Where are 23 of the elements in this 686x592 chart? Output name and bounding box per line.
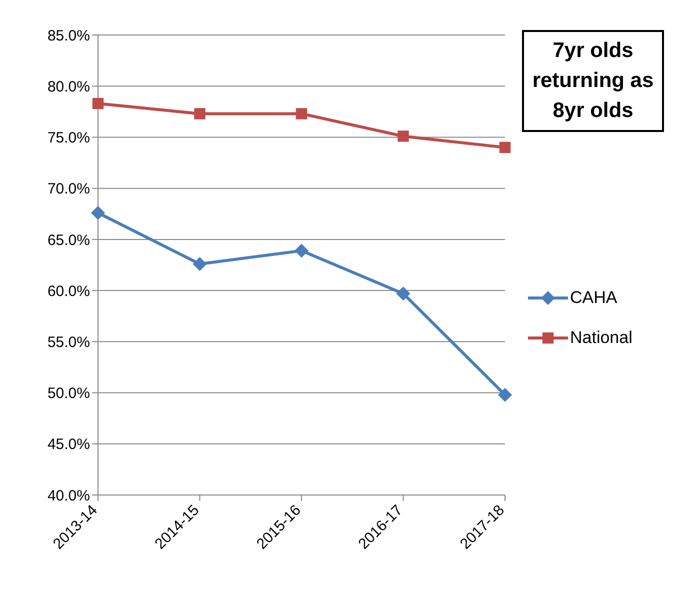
y-tick-label: 75.0% <box>47 130 90 147</box>
point <box>398 130 409 142</box>
y-tick-label: 40.0% <box>47 487 90 504</box>
point <box>194 108 206 120</box>
y-tick-label: 85.0% <box>47 27 90 44</box>
point <box>294 244 308 258</box>
legend-label: CAHA <box>570 288 618 308</box>
point <box>499 142 511 154</box>
point <box>192 256 207 271</box>
text: 7yr olds returning as 8yr olds <box>522 30 664 132</box>
point <box>91 206 105 220</box>
y-tick-label: 65.0% <box>47 232 90 249</box>
point <box>296 108 308 120</box>
y-tick-label: 55.0% <box>47 334 90 351</box>
point <box>498 388 512 402</box>
y-tick-label: 45.0% <box>47 436 90 454</box>
y-tick-label: 60.0% <box>47 282 90 300</box>
legend-label: National <box>570 328 632 348</box>
y-tick-label: 80.0% <box>47 78 90 96</box>
point <box>396 286 410 301</box>
point <box>92 98 104 110</box>
y-tick-label: 70.0% <box>47 180 90 198</box>
y-tick-label: 50.0% <box>47 385 90 402</box>
